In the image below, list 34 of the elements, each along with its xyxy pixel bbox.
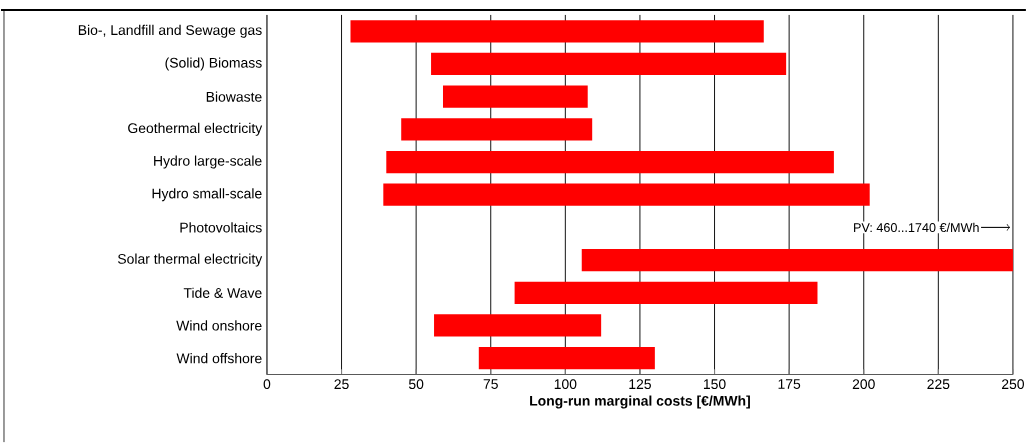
x-tick-label: 225 bbox=[927, 379, 950, 390]
bar bbox=[401, 118, 593, 141]
bar bbox=[478, 347, 655, 370]
bar bbox=[434, 314, 602, 337]
annotation: PV: 460...1740 €/MWh bbox=[854, 222, 979, 233]
y-tick-label: (Solid) Biomass bbox=[165, 57, 262, 71]
x-tick-label: 200 bbox=[852, 379, 875, 390]
y-tick-label: Solar thermal electricity bbox=[117, 253, 263, 267]
y-tick-label: Hydro large-scale bbox=[154, 155, 262, 169]
y-tick-label: Wind onshore bbox=[176, 320, 262, 331]
bar bbox=[350, 20, 764, 43]
y-tick-label: Biowaste bbox=[206, 91, 262, 102]
x-tick-label: 0 bbox=[263, 379, 271, 390]
x-tick-label: 125 bbox=[629, 379, 651, 390]
x-tick-label: 25 bbox=[334, 379, 349, 390]
bar bbox=[581, 249, 1013, 272]
x-tick-label: 100 bbox=[554, 379, 577, 390]
y-tick-label: Geothermal electricity bbox=[128, 123, 263, 137]
x-tick-label: 150 bbox=[703, 379, 726, 390]
bar bbox=[514, 281, 818, 305]
y-tick-label: Hydro small-scale bbox=[152, 188, 262, 202]
y-tick-label: Tide & Wave bbox=[183, 287, 262, 299]
bar bbox=[442, 85, 588, 108]
x-axis-title: Long-run marginal costs [€/MWh] bbox=[530, 395, 750, 409]
bar bbox=[386, 151, 834, 174]
x-tick-label: 175 bbox=[778, 379, 801, 390]
bar bbox=[383, 183, 870, 207]
bar bbox=[431, 53, 787, 76]
x-tick-label: 50 bbox=[408, 379, 424, 390]
y-tick-label: Photovoltaics bbox=[180, 222, 262, 233]
x-tick-label: 250 bbox=[1002, 379, 1025, 390]
y-tick-label: Bio-, Landfill and Sewage gas bbox=[78, 24, 262, 38]
y-tick-label: Wind offshore bbox=[176, 353, 262, 364]
x-tick-label: 75 bbox=[483, 379, 498, 390]
